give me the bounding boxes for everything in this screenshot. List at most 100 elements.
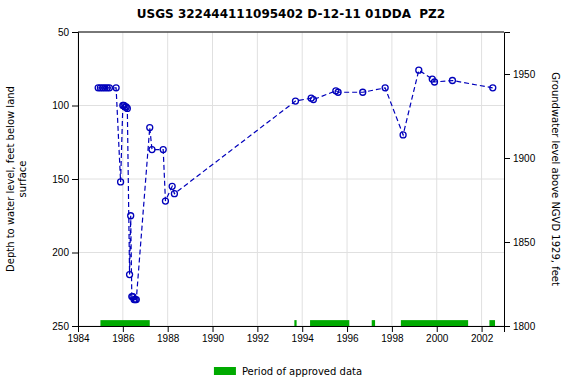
tick: 1998 xyxy=(381,326,404,344)
y2-axis: 1800 1850 1900 1950 xyxy=(504,33,536,332)
approved-period xyxy=(372,320,375,326)
approved-period xyxy=(489,320,495,326)
tick-mark xyxy=(504,326,510,327)
legend-label: Period of approved data xyxy=(242,366,362,377)
marker xyxy=(128,213,134,219)
axis-line xyxy=(505,33,511,327)
legend-swatch xyxy=(214,367,236,375)
tick-label: 1996 xyxy=(336,333,359,344)
marker xyxy=(124,105,130,111)
tick-label: 1994 xyxy=(292,333,315,344)
marker xyxy=(449,78,455,84)
marker xyxy=(431,79,437,85)
marker xyxy=(147,125,153,131)
tick-label: 1998 xyxy=(381,333,404,344)
tick-label: 2000 xyxy=(426,333,449,344)
x-axis: 1984 1986 1988 1990 1992 1994 1996 1998 2000 2002 xyxy=(67,326,504,344)
chart: 1984198619881990199219941996199820002002… xyxy=(0,0,576,384)
grid-line xyxy=(78,105,504,106)
tick-label: 150 xyxy=(52,174,69,185)
y-axis: 50 100 150 200 250 xyxy=(52,27,78,332)
approved-period xyxy=(100,320,149,326)
tick-mark xyxy=(504,74,510,75)
marks xyxy=(95,67,496,326)
marker xyxy=(118,179,124,185)
marker xyxy=(335,89,341,95)
marker xyxy=(416,67,422,73)
tick: 1992 xyxy=(247,326,270,344)
tick-mark xyxy=(437,326,438,332)
axis-line xyxy=(72,33,79,327)
marker xyxy=(310,97,316,103)
tick-mark xyxy=(504,158,510,159)
marker xyxy=(360,89,366,95)
plot: 1984198619881990199219941996199820002002… xyxy=(52,27,535,344)
tick-mark xyxy=(72,326,78,327)
tick: 1850 xyxy=(504,237,536,248)
approved-period xyxy=(294,320,296,326)
marker xyxy=(127,272,133,278)
grid xyxy=(78,32,504,326)
tick-mark xyxy=(123,326,124,332)
tick-mark xyxy=(72,106,78,107)
marker xyxy=(382,85,388,91)
tick-label: 1850 xyxy=(513,237,536,248)
tick: 1994 xyxy=(292,326,315,344)
approved-period xyxy=(310,320,349,326)
tick: 1996 xyxy=(336,326,359,344)
tick: 1800 xyxy=(504,321,536,332)
marker xyxy=(169,183,175,189)
approved-period xyxy=(401,320,468,326)
marker xyxy=(106,85,112,91)
tick: 200 xyxy=(52,247,78,258)
tick-mark xyxy=(213,326,214,332)
tick: 250 xyxy=(52,321,78,332)
tick-label: 1950 xyxy=(513,69,536,80)
tick-mark xyxy=(72,253,78,254)
marker xyxy=(400,132,406,138)
marker xyxy=(149,147,155,153)
tick-label: 1986 xyxy=(112,333,135,344)
tick-mark xyxy=(482,326,483,332)
tick: 1950 xyxy=(504,69,536,80)
marker xyxy=(160,147,166,153)
marker xyxy=(292,98,298,104)
tick-mark xyxy=(302,326,303,332)
y2-axis-label: Groundwater level above NGVD 1929, feet xyxy=(550,72,561,286)
tick-mark xyxy=(257,326,258,332)
tick-label: 2002 xyxy=(471,333,494,344)
tick: 100 xyxy=(52,100,78,111)
tick-mark xyxy=(392,326,393,332)
tick-mark xyxy=(72,32,78,33)
marker xyxy=(171,191,177,197)
tick: 150 xyxy=(52,174,78,185)
grid-line xyxy=(78,179,504,180)
tick-mark xyxy=(168,326,169,332)
marker xyxy=(490,85,496,91)
tick-label: 1990 xyxy=(202,333,225,344)
tick: 1984 xyxy=(67,326,90,344)
tick: 1986 xyxy=(112,326,135,344)
axis-line xyxy=(79,327,505,333)
grid-line xyxy=(78,32,504,33)
series-line xyxy=(98,70,493,299)
marker xyxy=(113,85,119,91)
tick: 1900 xyxy=(504,153,536,164)
title: USGS 322444111095402 D-12-11 01DDA PZ2 xyxy=(137,7,445,21)
tick-label: 1800 xyxy=(513,321,536,332)
tick-mark xyxy=(347,326,348,332)
tick-label: 1988 xyxy=(157,333,180,344)
y-axis-label: Depth to water level, feet below landsur… xyxy=(5,86,28,272)
tick: 1988 xyxy=(157,326,180,344)
tick-label: 1900 xyxy=(513,153,536,164)
legend: Period of approved data xyxy=(214,366,362,377)
tick: 2000 xyxy=(426,326,449,344)
tick-label: 1992 xyxy=(247,333,270,344)
tick-label: 1984 xyxy=(67,333,90,344)
tick: 2002 xyxy=(471,326,494,344)
tick: 1990 xyxy=(202,326,225,344)
tick-label: 50 xyxy=(58,27,70,38)
tick: 50 xyxy=(58,27,78,38)
tick-mark xyxy=(72,179,78,180)
grid-line xyxy=(78,252,504,253)
